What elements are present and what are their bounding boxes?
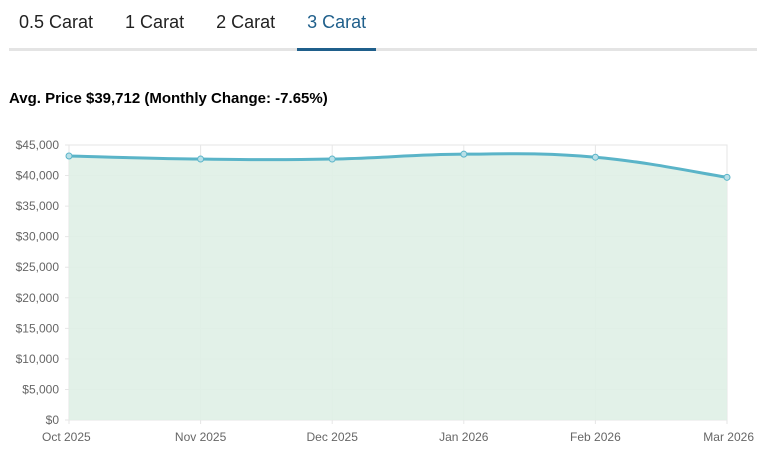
y-tick-label: $35,000 (16, 199, 60, 213)
tab-3-carat[interactable]: 3 Carat (297, 0, 377, 51)
y-tick-label: $20,000 (16, 291, 60, 305)
data-point (591, 153, 599, 161)
avg-price-headline: Avg. Price $39,712 (Monthly Change: -7.6… (9, 90, 328, 107)
x-tick-label: Nov 2025 (175, 430, 227, 444)
y-tick-label: $40,000 (16, 169, 60, 183)
x-tick-label: Mar 2026 (703, 430, 754, 444)
carat-tabs: 0.5 Carat 1 Carat 2 Carat 3 Carat (9, 0, 757, 51)
series-line (68, 152, 728, 179)
tab-0-5-carat[interactable]: 0.5 Carat (19, 12, 94, 32)
tab-2-carat[interactable]: 2 Carat (216, 12, 276, 32)
tab-1-carat[interactable]: 1 Carat (125, 12, 185, 32)
y-tick-label: $0 (46, 413, 60, 427)
area-fill (69, 153, 727, 420)
data-point (460, 150, 468, 158)
x-tick-label: Jan 2026 (439, 430, 489, 444)
data-point (197, 155, 205, 163)
y-tick-label: $10,000 (16, 352, 60, 366)
y-tick-label: $15,000 (16, 321, 60, 335)
data-point (328, 155, 336, 163)
x-tick-label: Oct 2025 (42, 430, 91, 444)
y-tick-label: $45,000 (16, 138, 60, 152)
y-tick-label: $25,000 (16, 260, 60, 274)
y-tick-label: $5,000 (22, 382, 59, 396)
x-tick-label: Dec 2025 (307, 430, 359, 444)
data-point (723, 173, 731, 181)
y-tick-label: $30,000 (16, 230, 60, 244)
data-point (65, 152, 73, 160)
x-tick-label: Feb 2026 (570, 430, 621, 444)
